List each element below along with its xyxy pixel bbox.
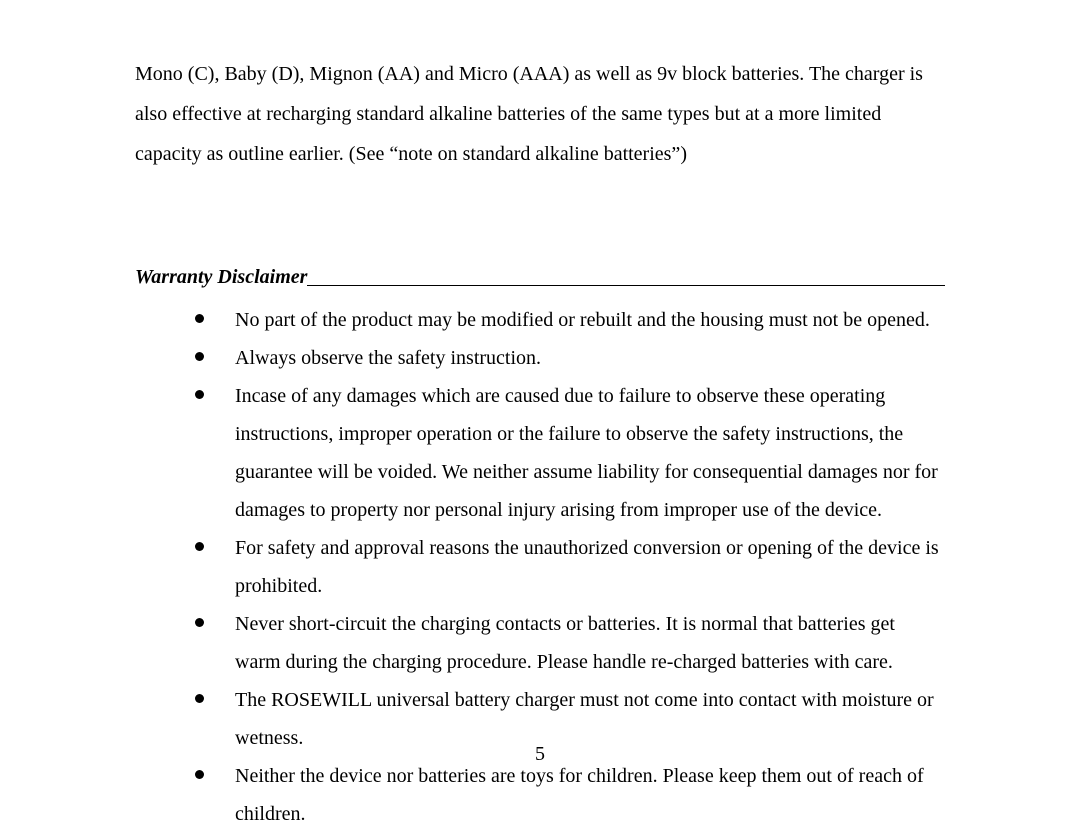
list-item: Never short-circuit the charging contact… bbox=[195, 605, 945, 681]
list-item: Neither the device nor batteries are toy… bbox=[195, 757, 945, 833]
warranty-disclaimer-heading: Warranty Disclaimer bbox=[135, 266, 945, 289]
list-item: Incase of any damages which are caused d… bbox=[195, 377, 945, 529]
list-item: For safety and approval reasons the unau… bbox=[195, 529, 945, 605]
page-number: 5 bbox=[0, 743, 1080, 766]
list-item: Always observe the safety instruction. bbox=[195, 339, 945, 377]
heading-text: Warranty Disclaimer bbox=[135, 266, 307, 288]
list-item: No part of the product may be modified o… bbox=[195, 301, 945, 339]
intro-paragraph: Mono (C), Baby (D), Mignon (AA) and Micr… bbox=[135, 54, 945, 174]
